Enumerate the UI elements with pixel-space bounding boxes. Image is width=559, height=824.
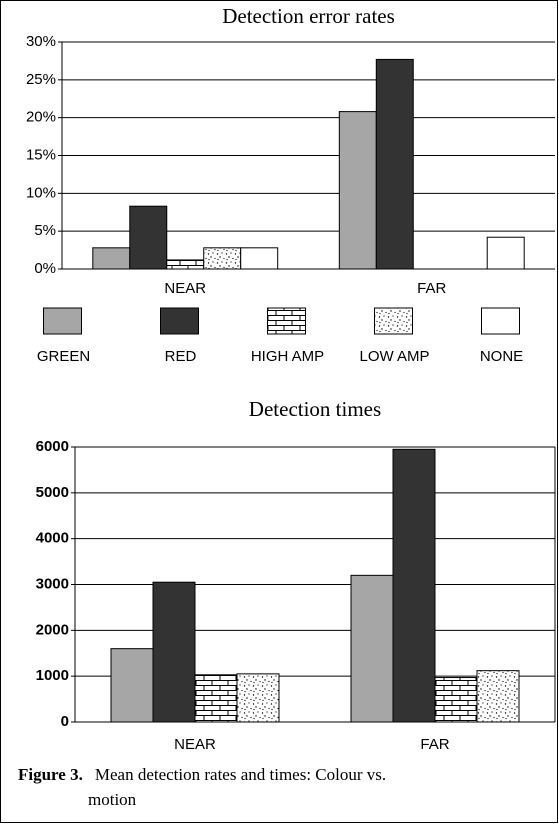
- bar: [338, 111, 377, 270]
- bar: [434, 677, 478, 723]
- y-tick-label: 0%: [34, 260, 56, 277]
- caption-text: Mean detection rates and times: Colour v…: [88, 765, 387, 809]
- bar: [350, 574, 394, 723]
- bar: [152, 581, 196, 723]
- bar: [236, 673, 280, 723]
- y-tick-label: 3000: [36, 575, 69, 592]
- legend-label: RED: [165, 348, 197, 365]
- y-tick-label: 30%: [26, 33, 56, 50]
- bar: [92, 247, 131, 270]
- bar: [110, 648, 154, 723]
- legend-swatch: [481, 307, 520, 335]
- bar: [203, 247, 242, 270]
- legend-swatch: [374, 307, 413, 335]
- chart-title: Detection error rates: [222, 4, 395, 28]
- y-tick-label: 2000: [36, 621, 69, 638]
- y-tick-label: 4000: [36, 530, 69, 547]
- bar: [375, 58, 414, 270]
- bar: [240, 247, 279, 270]
- x-tick-label: NEAR: [164, 280, 206, 297]
- caption: Figure 3. Mean detection rates and times:…: [18, 762, 418, 812]
- y-tick-label: 25%: [26, 71, 56, 88]
- legend-label: HIGH AMP: [251, 348, 324, 365]
- caption-label: Figure 3.: [18, 765, 83, 784]
- y-tick-label: 1000: [36, 667, 69, 684]
- y-tick-label: 10%: [26, 184, 56, 201]
- legend-label: GREEN: [37, 348, 90, 365]
- y-tick-label: 0: [61, 713, 69, 730]
- x-tick-label: FAR: [417, 280, 446, 297]
- legend-label: NONE: [480, 348, 523, 365]
- x-tick-label: FAR: [420, 736, 449, 753]
- x-tick-label: NEAR: [174, 736, 216, 753]
- bar: [194, 674, 238, 723]
- bar: [392, 448, 436, 723]
- y-tick-label: 5%: [34, 222, 56, 239]
- legend-swatch: [160, 307, 199, 335]
- chart-title: Detection times: [249, 397, 381, 421]
- y-tick-label: 5000: [36, 484, 69, 501]
- bar: [486, 236, 525, 270]
- y-tick-label: 15%: [26, 146, 56, 163]
- legend-label: LOW AMP: [359, 348, 429, 365]
- y-tick-label: 6000: [36, 438, 69, 455]
- bar: [476, 670, 520, 723]
- legend-swatch: [267, 307, 306, 335]
- bar: [129, 205, 168, 270]
- bar: [166, 259, 205, 270]
- y-tick-label: 20%: [26, 109, 56, 126]
- legend-swatch: [43, 307, 82, 335]
